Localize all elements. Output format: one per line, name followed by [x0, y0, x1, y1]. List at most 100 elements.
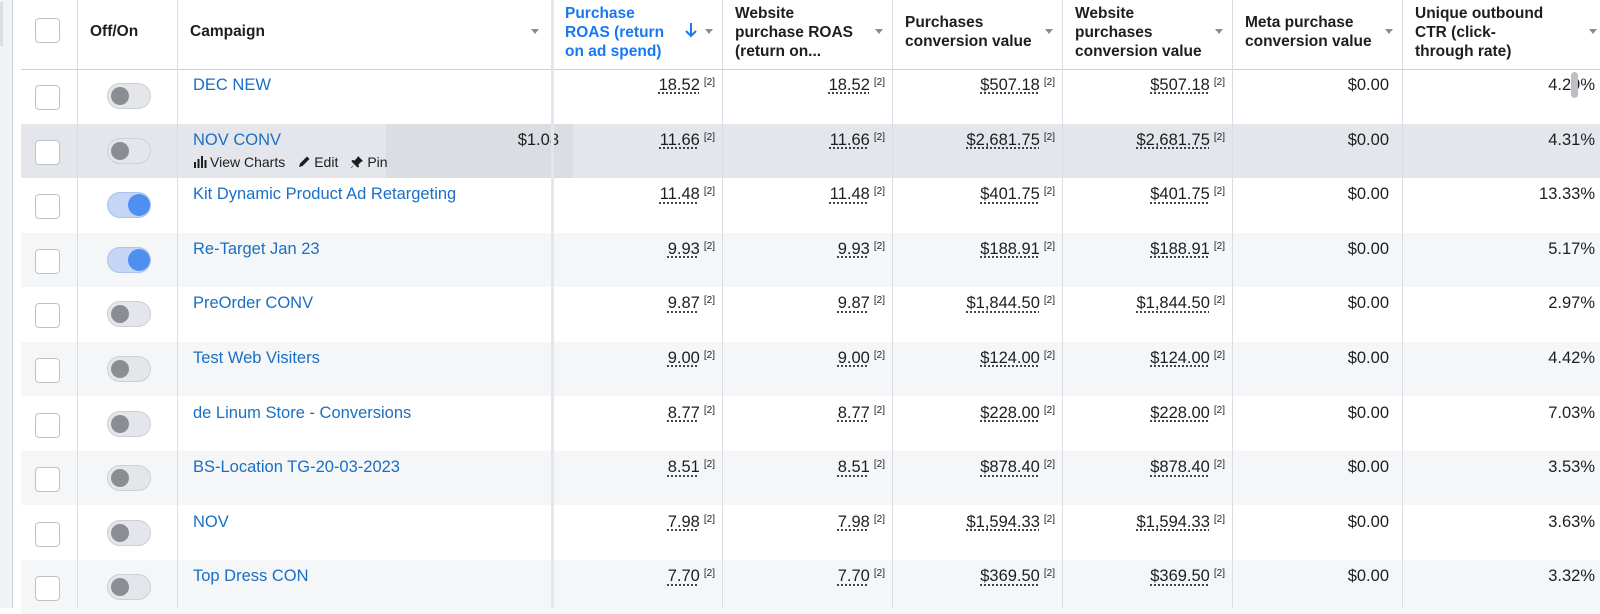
footnote-marker[interactable]: [2] [1043, 404, 1055, 416]
metric-value[interactable]: $188.91 [980, 239, 1040, 258]
sort-descending-icon[interactable] [683, 20, 699, 40]
metric-value[interactable]: $1,844.50 [966, 294, 1040, 313]
table-row[interactable]: DEC NEW 18.52 [2] 18.52 [2] $507.18 [2] $507.18… [21, 69, 1600, 123]
footnote-marker[interactable]: [2] [703, 131, 715, 143]
metric-value[interactable]: $369.50 [1150, 567, 1210, 586]
table-row[interactable]: Re-Target Jan 23 9.93 [2] 9.93 [2] $188.91 [2]… [21, 232, 1600, 287]
metric-value[interactable]: $124.00 [1150, 349, 1210, 367]
metric-value[interactable]: $878.40 [980, 458, 1040, 477]
metric-value[interactable]: 7.98 [837, 512, 870, 531]
footnote-marker[interactable]: [2] [1213, 77, 1225, 88]
campaign-name-link[interactable]: BS-Location TG-20-03-2023 [193, 458, 400, 477]
footnote-marker[interactable]: [2] [1213, 404, 1225, 416]
chevron-down-icon[interactable] [531, 29, 539, 34]
metric-value[interactable]: 11.48 [659, 185, 700, 204]
metric-value[interactable]: 11.66 [829, 130, 870, 149]
table-row[interactable]: PreOrder CONV 9.87 [2] 9.87 [2] $1,844.50 [2] $… [21, 287, 1600, 341]
chevron-down-icon[interactable] [1045, 29, 1053, 34]
footnote-marker[interactable]: [2] [1043, 77, 1055, 88]
metric-value[interactable]: 9.87 [837, 294, 870, 313]
header-campaign[interactable]: Campaign [178, 0, 553, 69]
metric-value[interactable]: $228.00 [980, 403, 1040, 422]
footnote-marker[interactable]: [2] [873, 350, 885, 361]
footnote-marker[interactable]: [2] [703, 568, 715, 580]
metric-value[interactable]: 7.98 [667, 512, 700, 531]
footnote-marker[interactable]: [2] [1213, 568, 1225, 580]
campaign-toggle[interactable] [107, 574, 151, 601]
metric-value[interactable]: $124.00 [980, 349, 1040, 367]
footnote-marker[interactable]: [2] [1043, 568, 1055, 580]
campaign-toggle[interactable] [107, 519, 151, 546]
row-checkbox[interactable] [35, 467, 60, 493]
metric-value[interactable]: 8.51 [837, 458, 870, 477]
footnote-marker[interactable]: [2] [703, 77, 715, 88]
footnote-marker[interactable]: [2] [1043, 295, 1055, 307]
footnote-marker[interactable]: [2] [1213, 350, 1225, 361]
metric-value[interactable]: 9.93 [667, 239, 700, 258]
header-unique-ctr[interactable]: Unique outbound CTR (click- through rate… [1403, 0, 1600, 69]
table-row[interactable]: BS-Location TG-20-03-2023 8.51 [2] 8.51 [2] $… [21, 451, 1600, 506]
row-checkbox[interactable] [35, 248, 60, 274]
footnote-marker[interactable]: [2] [873, 404, 885, 416]
row-checkbox[interactable] [35, 194, 60, 220]
chevron-down-icon[interactable] [1385, 29, 1393, 34]
row-checkbox[interactable] [35, 139, 60, 165]
footnote-marker[interactable]: [2] [873, 568, 885, 580]
metric-value[interactable]: $507.18 [980, 76, 1040, 94]
campaign-name-link[interactable]: de Linum Store - Conversions [193, 403, 412, 422]
footnote-marker[interactable]: [2] [873, 240, 885, 252]
metric-value[interactable]: 8.77 [837, 403, 870, 422]
campaign-name-link[interactable]: NOV CONV [193, 130, 282, 149]
footnote-marker[interactable]: [2] [703, 459, 715, 471]
metric-value[interactable]: $1,594.33 [966, 512, 1040, 531]
header-website-roas[interactable]: Website purchase ROAS (return on... [723, 0, 893, 69]
column-divider[interactable] [551, 0, 554, 608]
footnote-marker[interactable]: [2] [703, 295, 715, 307]
footnote-marker[interactable]: [2] [1043, 186, 1055, 198]
select-all-checkbox[interactable] [35, 18, 60, 43]
metric-value[interactable]: 7.70 [667, 567, 700, 586]
pin-button[interactable]: Pin [350, 154, 388, 170]
metric-value[interactable]: $401.75 [980, 185, 1040, 204]
campaign-toggle[interactable] [107, 301, 151, 328]
footnote-marker[interactable]: [2] [703, 350, 715, 361]
metric-value[interactable]: 8.77 [667, 403, 700, 422]
header-purchases-value[interactable]: Purchases conversion value [893, 0, 1063, 69]
row-checkbox[interactable] [35, 576, 60, 602]
metric-value[interactable]: 18.52 [658, 76, 700, 94]
row-checkbox[interactable] [35, 85, 60, 110]
footnote-marker[interactable]: [2] [1213, 459, 1225, 471]
table-row[interactable]: Top Dress CON 7.70 [2] 7.70 [2] $369.50 [2] $36… [21, 560, 1600, 614]
table-row[interactable]: $1.08 NOV CONV View Charts Edit Pin 11.66 [2] 1… [21, 123, 1600, 178]
chevron-down-icon[interactable] [705, 29, 713, 34]
row-checkbox[interactable] [35, 358, 60, 383]
metric-value[interactable]: $188.91 [1150, 239, 1210, 258]
footnote-marker[interactable]: [2] [873, 295, 885, 307]
chevron-down-icon[interactable] [1589, 29, 1597, 34]
metric-value[interactable]: $878.40 [1150, 458, 1210, 477]
campaign-toggle[interactable] [107, 137, 151, 164]
footnote-marker[interactable]: [2] [1043, 459, 1055, 471]
campaign-name-link[interactable]: Kit Dynamic Product Ad Retargeting [193, 185, 457, 204]
metric-value[interactable]: $369.50 [980, 567, 1040, 586]
campaign-toggle[interactable] [107, 192, 151, 219]
footnote-marker[interactable]: [2] [1043, 131, 1055, 143]
footnote-marker[interactable]: [2] [1213, 186, 1225, 198]
footnote-marker[interactable]: [2] [873, 459, 885, 471]
chevron-down-icon[interactable] [1215, 29, 1223, 34]
metric-value[interactable]: $1,844.50 [1136, 294, 1210, 313]
metric-value[interactable]: $2,681.75 [966, 130, 1040, 149]
metric-value[interactable]: 9.00 [667, 349, 700, 367]
table-row[interactable]: Kit Dynamic Product Ad Retargeting 11.48 [… [21, 178, 1600, 232]
footnote-marker[interactable]: [2] [703, 513, 715, 525]
header-off-on[interactable]: Off/On [78, 0, 178, 69]
metric-value[interactable]: $507.18 [1150, 76, 1210, 94]
row-checkbox[interactable] [35, 412, 60, 438]
metric-value[interactable]: 9.93 [837, 239, 870, 258]
footnote-marker[interactable]: [2] [703, 404, 715, 416]
footnote-marker[interactable]: [2] [873, 131, 885, 143]
campaign-toggle[interactable] [107, 465, 151, 492]
metric-value[interactable]: 8.51 [667, 458, 700, 477]
campaign-name-link[interactable]: NOV [193, 512, 229, 531]
metric-value[interactable]: 18.52 [828, 76, 870, 94]
